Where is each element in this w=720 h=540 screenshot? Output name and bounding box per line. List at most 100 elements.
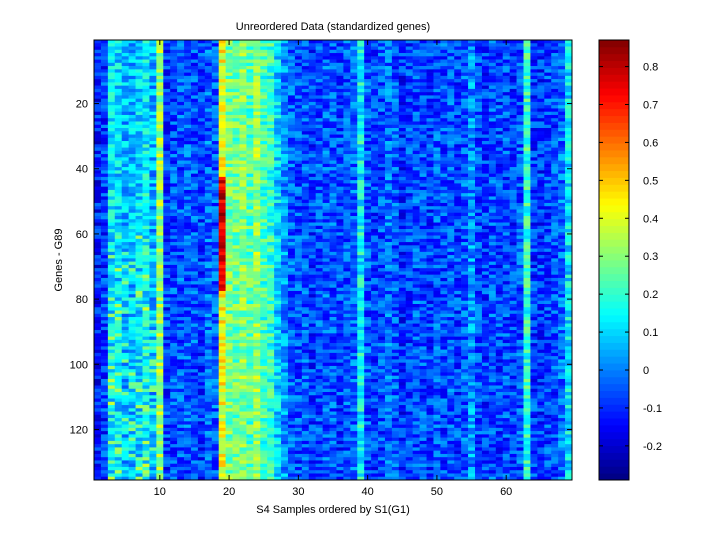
heatmap-cell <box>142 53 150 57</box>
heatmap-cell <box>142 69 150 73</box>
heatmap-cell <box>440 229 448 233</box>
heatmap-cell <box>426 82 434 86</box>
heatmap-cell <box>218 180 226 184</box>
heatmap-cell <box>468 248 476 253</box>
heatmap-cell <box>350 173 358 178</box>
heatmap-cell <box>232 72 240 77</box>
heatmap-cell <box>384 118 393 122</box>
heatmap-cell <box>107 202 116 207</box>
heatmap-cell <box>100 255 109 259</box>
heatmap-cell <box>516 40 524 44</box>
heatmap-cell <box>384 62 393 67</box>
heatmap-cell <box>468 176 476 181</box>
heatmap-cell <box>315 160 323 165</box>
heatmap-cell <box>502 167 510 171</box>
heatmap-cell <box>114 245 123 249</box>
heatmap-cell <box>537 193 545 197</box>
heatmap-cell <box>253 56 261 60</box>
heatmap-cell <box>232 225 240 230</box>
heatmap-cell <box>530 193 538 197</box>
heatmap-cell <box>488 66 497 70</box>
heatmap-cell <box>308 118 316 122</box>
heatmap-cell <box>426 92 434 96</box>
heatmap-cell <box>308 183 316 187</box>
heatmap-cell <box>343 147 351 152</box>
heatmap-cell <box>357 101 365 106</box>
heatmap-cell <box>204 66 213 70</box>
heatmap-cell <box>419 206 427 210</box>
heatmap-cell <box>544 134 552 139</box>
heatmap-cell <box>149 79 157 83</box>
heatmap-cell <box>426 111 434 116</box>
heatmap-cell <box>246 108 254 112</box>
heatmap-cell <box>398 59 407 64</box>
heatmap-cell <box>232 62 240 67</box>
heatmap-cell <box>516 85 524 90</box>
heatmap-cell <box>391 79 400 83</box>
heatmap-cell <box>211 56 219 60</box>
heatmap-cell <box>440 108 448 112</box>
heatmap-cell <box>253 49 261 54</box>
heatmap-cell <box>357 229 365 233</box>
heatmap-cell <box>481 85 490 90</box>
heatmap-cell <box>156 98 164 103</box>
heatmap-cell <box>135 202 143 207</box>
heatmap-cell <box>170 141 178 145</box>
heatmap-cell <box>440 271 448 275</box>
heatmap-cell <box>184 85 192 90</box>
heatmap-cell <box>565 88 573 93</box>
heatmap-cell <box>433 209 441 214</box>
heatmap-cell <box>378 114 386 119</box>
heatmap-cell <box>294 118 303 122</box>
heatmap-cell <box>239 79 247 83</box>
heatmap-cell <box>315 121 323 126</box>
heatmap-cell <box>343 88 351 93</box>
heatmap-cell <box>475 141 483 145</box>
heatmap-cell <box>481 53 490 57</box>
heatmap-cell <box>426 79 434 83</box>
heatmap-cell <box>502 202 510 207</box>
heatmap-cell <box>551 40 559 44</box>
heatmap-cell <box>481 79 490 83</box>
heatmap-cell <box>135 124 143 129</box>
heatmap-cell <box>530 137 538 142</box>
heatmap-cell <box>260 114 268 119</box>
heatmap-cell <box>398 183 407 187</box>
heatmap-cell <box>516 79 524 83</box>
heatmap-cell <box>315 167 323 171</box>
heatmap-cell <box>509 49 517 54</box>
heatmap-cell <box>149 121 157 126</box>
heatmap-cell <box>350 137 358 142</box>
heatmap-cell <box>544 261 552 266</box>
heatmap-cell <box>357 111 365 116</box>
heatmap-cell <box>156 202 164 207</box>
heatmap-cell <box>481 251 490 256</box>
heatmap-cell <box>100 40 109 44</box>
heatmap-cell <box>378 131 386 135</box>
heatmap-cell <box>357 232 365 236</box>
heatmap-cell <box>114 88 123 93</box>
heatmap-cell <box>447 62 455 67</box>
heatmap-cell <box>384 170 393 174</box>
heatmap-cell <box>315 92 323 96</box>
heatmap-cell <box>114 150 123 155</box>
heatmap-cell <box>378 75 386 80</box>
heatmap-cell <box>177 170 185 174</box>
heatmap-cell <box>530 209 538 214</box>
heatmap-cell <box>433 46 441 51</box>
heatmap-cell <box>204 258 213 262</box>
heatmap-cell <box>398 261 407 266</box>
heatmap-cell <box>114 248 123 253</box>
heatmap-cell <box>468 59 476 64</box>
heatmap-cell <box>544 154 552 158</box>
heatmap-cell <box>495 141 504 145</box>
heatmap-cell <box>530 101 538 106</box>
heatmap-cell <box>558 131 566 135</box>
heatmap-cell <box>218 49 226 54</box>
heatmap-cell <box>391 248 400 253</box>
heatmap-cell <box>287 114 296 119</box>
heatmap-cell <box>336 186 344 191</box>
heatmap-cell <box>232 199 240 204</box>
heatmap-cell <box>433 199 441 204</box>
heatmap-cell <box>495 128 504 132</box>
